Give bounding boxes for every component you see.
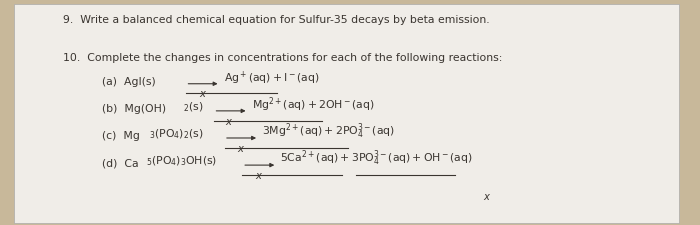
Text: 9.  Write a balanced chemical equation for Sulfur-35 decays by beta emission.: 9. Write a balanced chemical equation fo…	[63, 15, 489, 25]
Text: x: x	[483, 191, 489, 201]
Text: $\mathrm{_5(PO_4)_3OH(s)}$: $\mathrm{_5(PO_4)_3OH(s)}$	[146, 154, 217, 168]
Text: 10.  Complete the changes in concentrations for each of the following reactions:: 10. Complete the changes in concentratio…	[63, 53, 503, 63]
FancyBboxPatch shape	[14, 4, 679, 223]
Text: $\mathrm{Ag^+(aq) + I^-(aq)}$: $\mathrm{Ag^+(aq) + I^-(aq)}$	[224, 69, 319, 87]
Text: x: x	[256, 170, 261, 180]
Text: (a)  AgI(s): (a) AgI(s)	[102, 77, 155, 87]
Text: $\mathrm{_3(PO_4)_2(s)}$: $\mathrm{_3(PO_4)_2(s)}$	[149, 127, 204, 141]
Text: $\mathrm{5Ca^{2+}(aq)  +  3PO_4^{3-}(aq)  +  OH^-(aq)}$: $\mathrm{5Ca^{2+}(aq) + 3PO_4^{3-}(aq) +…	[280, 148, 472, 168]
Text: $\mathrm{_2(s)}$: $\mathrm{_2(s)}$	[183, 100, 203, 114]
Text: $\mathrm{Mg^{2+}(aq)  +  2OH^-(aq)}$: $\mathrm{Mg^{2+}(aq) + 2OH^-(aq)}$	[252, 95, 374, 114]
Text: (c)  Mg: (c) Mg	[102, 131, 139, 141]
Text: (b)  Mg(OH): (b) Mg(OH)	[102, 104, 166, 114]
Text: x: x	[199, 89, 205, 99]
Text: $\mathrm{3Mg^{2+}(aq)  +  2PO_4^{3-}(aq)}$: $\mathrm{3Mg^{2+}(aq) + 2PO_4^{3-}(aq)}$	[262, 121, 396, 141]
Text: (d)  Ca: (d) Ca	[102, 158, 138, 168]
Text: x: x	[225, 116, 231, 126]
Text: x: x	[237, 143, 243, 153]
